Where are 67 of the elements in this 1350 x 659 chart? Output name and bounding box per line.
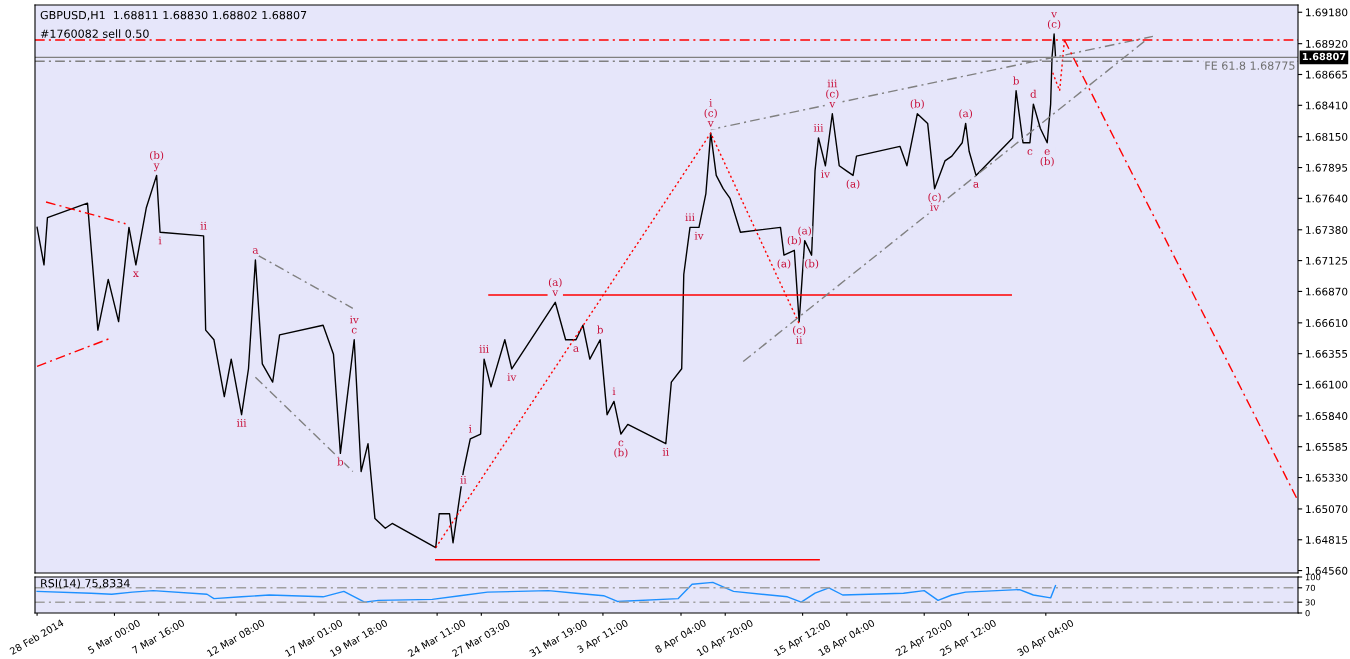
y-tick-label: 1.68150 <box>1306 132 1348 141</box>
ref-line-label: #1760082 sell 0.50 <box>40 29 149 38</box>
y-tick-label: 1.66610 <box>1306 319 1348 327</box>
y-tick-label: 1.68665 <box>1306 70 1348 79</box>
y-tick-label: 30 <box>1305 599 1315 606</box>
annotation: (a) <box>798 226 812 236</box>
y-tick-label: 1.67895 <box>1306 163 1348 172</box>
annotation: (b) <box>805 259 819 269</box>
annotation: v (c) <box>1047 12 1061 30</box>
annotation: (a) <box>846 179 860 190</box>
annotation: x <box>133 271 139 277</box>
annotation: iv c <box>349 315 359 334</box>
annotation: a <box>573 346 579 352</box>
annotation: i <box>612 387 616 396</box>
annotation: (c) ii <box>793 325 806 344</box>
annotation: iii (c) v <box>826 79 839 108</box>
annotation: iii <box>813 123 824 132</box>
annotation: iii <box>236 419 247 427</box>
annotation: (a) <box>777 259 791 269</box>
annotation: i (c) v <box>704 98 717 127</box>
y-tick-label: 1.66100 <box>1306 380 1348 389</box>
annotation: ii <box>460 475 467 484</box>
y-tick-label: 1.64560 <box>1306 566 1348 575</box>
annotation: (b) y <box>150 150 164 172</box>
y-tick-label: 1.67380 <box>1306 226 1348 234</box>
chart-title: GBPUSD,H1 1.68811 1.68830 1.68802 1.68807 <box>40 10 307 21</box>
y-tick-label: 0 <box>1305 609 1310 617</box>
annotation: b <box>337 457 344 466</box>
annotation: iii <box>479 345 489 353</box>
annotation: i <box>158 236 162 245</box>
annotation: a <box>252 248 259 254</box>
y-tick-label: 100 <box>1305 573 1321 581</box>
annotation: (a) <box>959 109 973 119</box>
annotation: (b) <box>787 236 801 246</box>
y-tick-label: 1.67640 <box>1306 194 1348 203</box>
y-tick-label: 1.65585 <box>1306 442 1348 451</box>
annotation: d <box>1030 89 1037 98</box>
y-tick-label: 1.69180 <box>1306 8 1348 17</box>
y-tick-label: 70 <box>1305 584 1315 592</box>
annotation: iv <box>507 373 517 381</box>
y-tick-label: 1.66870 <box>1306 287 1348 296</box>
annotation: e (b) <box>1040 149 1054 167</box>
annotation: iv <box>694 231 704 240</box>
annotation: c <box>1027 149 1033 155</box>
chart-title: RSI(14) 75,8334 <box>41 578 130 589</box>
y-tick-label: 1.67125 <box>1306 256 1348 265</box>
y-tick-label: 1.65070 <box>1306 505 1348 514</box>
ref-line-label: FE 61.8 1.68775 <box>1205 61 1295 70</box>
annotation: i <box>468 424 472 433</box>
annotation: c (b) <box>614 440 628 458</box>
annotation: (b) <box>910 99 924 110</box>
y-tick-label: 1.64815 <box>1306 535 1348 544</box>
y-tick-label: 1.66355 <box>1306 349 1348 358</box>
y-tick-label: 1.68920 <box>1306 39 1348 48</box>
annotation: iii <box>685 213 695 222</box>
annotation: iv <box>821 170 830 178</box>
annotation: b <box>597 325 603 334</box>
annotation: (c) iv <box>928 192 941 211</box>
annotation: (a) v <box>548 277 562 296</box>
annotation: b <box>1013 76 1019 85</box>
y-tick-label: 1.68410 <box>1306 101 1348 110</box>
annotation: a <box>973 181 979 188</box>
ref-line-label: 1.68807 <box>1302 52 1346 61</box>
annotation: ii <box>200 221 207 230</box>
y-tick-label: 1.65330 <box>1306 473 1348 482</box>
annotation: ii <box>662 448 669 456</box>
y-tick-label: 1.65840 <box>1306 412 1348 420</box>
